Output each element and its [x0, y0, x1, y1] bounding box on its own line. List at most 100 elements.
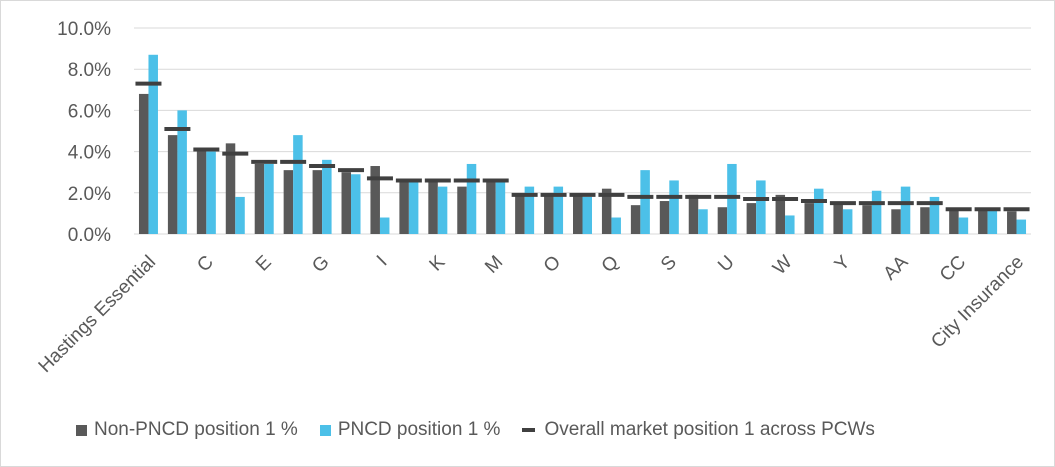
bar-non-pncd — [486, 180, 496, 234]
y-axis: 0.0% 2.0% 4.0% 6.0% 8.0% 10.0% — [57, 19, 111, 246]
bar-pncd — [553, 186, 564, 234]
x-tick-label: M — [481, 252, 507, 278]
bar-non-pncd — [515, 194, 525, 234]
x-tick-label: Q — [598, 252, 623, 277]
y-tick-label: 10.0% — [57, 19, 111, 40]
bar-pncd — [206, 151, 216, 234]
bar-pncd — [871, 190, 882, 234]
bar-pncd — [148, 54, 158, 234]
bar-pncd — [611, 217, 621, 234]
legend-label-pncd: PNCD position 1 % — [337, 419, 501, 440]
gridlines — [134, 27, 1031, 235]
bar-non-pncd — [659, 201, 670, 234]
bar-non-pncd — [978, 209, 988, 234]
bar-pncd — [582, 196, 592, 234]
bar-pncd — [929, 196, 940, 234]
y-tick-label: 0.0% — [68, 225, 111, 246]
bar-non-pncd — [601, 188, 612, 234]
bar-pncd — [379, 217, 390, 234]
bar-pncd — [698, 209, 708, 234]
bar-non-pncd — [949, 209, 959, 234]
x-tick-label: K — [426, 251, 450, 275]
y-tick-label: 6.0% — [68, 101, 111, 122]
bar-non-pncd — [283, 170, 294, 234]
x-tick-label: CC — [936, 252, 970, 286]
bar-non-pncd — [428, 180, 438, 234]
bar-pncd — [408, 180, 419, 234]
bar-non-pncd — [688, 194, 699, 234]
bar-pncd — [322, 159, 332, 234]
bar-pncd — [351, 174, 361, 234]
bar-non-pncd — [196, 149, 207, 234]
bar-pncd — [437, 186, 448, 234]
x-tick-label: AA — [880, 251, 913, 284]
bar-pncd — [524, 186, 535, 234]
bar-pncd — [640, 170, 650, 234]
bar-non-pncd — [717, 207, 728, 234]
bar-pncd — [987, 209, 998, 234]
bar-pncd — [813, 188, 824, 234]
legend-label-overall: Overall market position 1 across PCWs — [544, 419, 875, 440]
market-markers — [135, 81, 1030, 212]
bar-pncd — [842, 209, 853, 234]
bar-pncd — [1016, 219, 1027, 234]
legend-swatch-non-pncd — [76, 424, 87, 436]
bar-non-pncd — [167, 135, 178, 234]
x-tick-label: C — [193, 252, 218, 277]
x-tick-label: Y — [831, 251, 855, 275]
legend-swatch-overall — [522, 428, 536, 432]
bars — [138, 54, 1027, 234]
legend: Non-PNCD position 1 % PNCD position 1 % … — [76, 419, 897, 441]
bar-non-pncd — [920, 207, 930, 234]
legend-swatch-pncd — [319, 424, 331, 436]
bar-pncd — [756, 180, 766, 234]
x-tick-label: E — [252, 252, 276, 276]
x-tick-label: W — [769, 252, 797, 280]
legend-item-non-pncd: Non-PNCD position 1 % — [76, 419, 298, 441]
bar-non-pncd — [1007, 211, 1017, 234]
bar-non-pncd — [341, 172, 352, 234]
y-tick-label: 8.0% — [68, 60, 111, 81]
bar-pncd — [495, 182, 506, 234]
bar-pncd — [785, 215, 795, 234]
x-tick-label: U — [714, 252, 739, 277]
bar-non-pncd — [775, 194, 786, 234]
bar-pncd — [293, 135, 303, 234]
bar-non-pncd — [862, 205, 872, 234]
bar-pncd — [669, 180, 679, 234]
bar-non-pncd — [573, 194, 583, 234]
bar-non-pncd — [254, 163, 265, 234]
y-tick-label: 4.0% — [68, 143, 111, 164]
bar-non-pncd — [370, 166, 380, 234]
x-tick-label: Hastings Essential — [35, 252, 160, 377]
bar-non-pncd — [804, 203, 814, 234]
bar-pncd — [958, 217, 969, 234]
bar-non-pncd — [746, 203, 757, 234]
bar-non-pncd — [630, 205, 641, 234]
x-tick-label: S — [657, 252, 681, 276]
bar-pncd — [235, 196, 245, 234]
bar-pncd — [900, 186, 911, 234]
x-tick-label: O — [540, 252, 565, 277]
legend-label-non-pncd: Non-PNCD position 1 % — [94, 419, 298, 440]
y-tick-label: 2.0% — [68, 184, 111, 205]
bar-pncd — [466, 163, 477, 234]
x-tick-label: G — [308, 252, 333, 277]
legend-item-overall: Overall market position 1 across PCWs — [522, 419, 875, 441]
bar-non-pncd — [399, 180, 409, 234]
bar-non-pncd — [833, 203, 843, 234]
bar-non-pncd — [544, 194, 554, 234]
bar-non-pncd — [138, 93, 149, 234]
bar-non-pncd — [225, 143, 236, 234]
bar-non-pncd — [891, 209, 901, 234]
bar-pncd — [264, 163, 274, 234]
bar-pncd — [727, 163, 737, 234]
bar-non-pncd — [457, 186, 467, 234]
bar-pncd — [177, 110, 187, 234]
x-tick-label: I — [373, 252, 392, 271]
legend-item-pncd: PNCD position 1 % — [319, 419, 501, 441]
bar-non-pncd — [312, 170, 323, 234]
